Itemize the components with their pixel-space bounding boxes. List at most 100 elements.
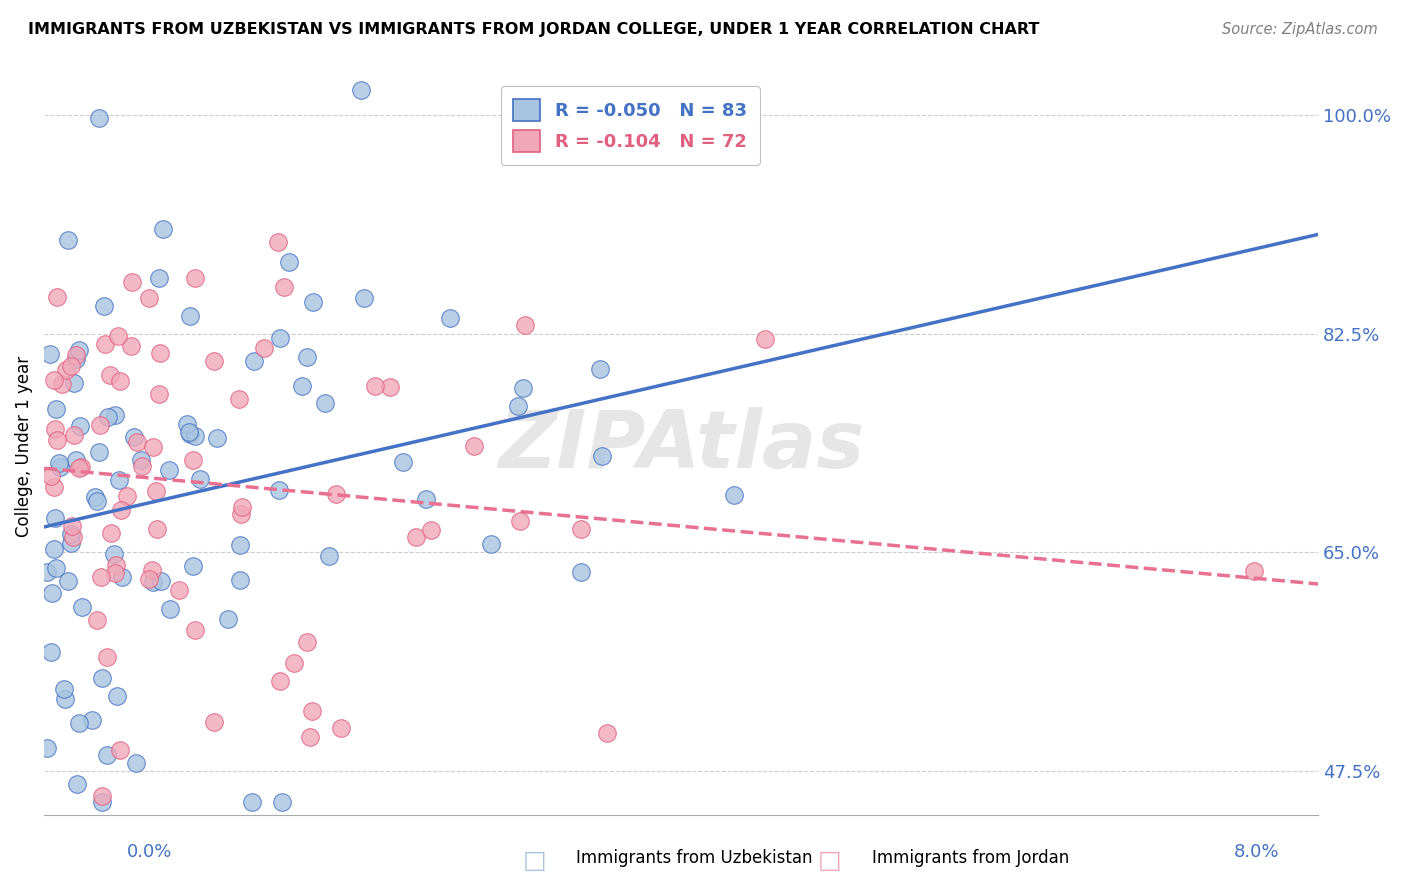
Point bbox=[217, 612, 239, 626]
Point bbox=[152, 222, 174, 236]
Point bbox=[179, 309, 201, 323]
Point bbox=[111, 570, 134, 584]
Point bbox=[86, 494, 108, 508]
Point bbox=[148, 345, 170, 359]
Point bbox=[110, 503, 132, 517]
Point bbox=[295, 635, 318, 649]
Point bbox=[202, 354, 225, 368]
Point bbox=[60, 527, 83, 541]
Point bbox=[55, 363, 77, 377]
Point bbox=[120, 339, 142, 353]
Point bbox=[59, 359, 82, 374]
Point bbox=[228, 538, 250, 552]
Point bbox=[283, 657, 305, 671]
Point bbox=[138, 291, 160, 305]
Point bbox=[754, 333, 776, 347]
Text: □: □ bbox=[818, 849, 841, 872]
Point bbox=[41, 586, 63, 600]
Point bbox=[188, 472, 211, 486]
Point bbox=[104, 408, 127, 422]
Point bbox=[48, 456, 70, 470]
Text: □: □ bbox=[523, 849, 546, 872]
Text: 0.0%: 0.0% bbox=[127, 843, 172, 861]
Point bbox=[479, 537, 502, 551]
Point bbox=[569, 522, 592, 536]
Point bbox=[42, 373, 65, 387]
Point bbox=[269, 673, 291, 688]
Point bbox=[314, 396, 336, 410]
Point bbox=[121, 275, 143, 289]
Point bbox=[91, 795, 114, 809]
Point bbox=[51, 376, 73, 391]
Point bbox=[176, 417, 198, 432]
Point bbox=[122, 430, 145, 444]
Text: Source: ZipAtlas.com: Source: ZipAtlas.com bbox=[1222, 22, 1378, 37]
Point bbox=[45, 401, 67, 416]
Point bbox=[60, 536, 83, 550]
Point bbox=[267, 483, 290, 497]
Point bbox=[415, 492, 437, 507]
Point bbox=[463, 439, 485, 453]
Point bbox=[146, 522, 169, 536]
Point bbox=[45, 560, 67, 574]
Point bbox=[80, 713, 103, 727]
Point bbox=[167, 583, 190, 598]
Point bbox=[127, 434, 149, 449]
Point bbox=[97, 410, 120, 425]
Point bbox=[39, 468, 62, 483]
Point bbox=[98, 368, 121, 383]
Point bbox=[297, 350, 319, 364]
Point bbox=[108, 374, 131, 388]
Point bbox=[159, 601, 181, 615]
Point bbox=[93, 299, 115, 313]
Point bbox=[1243, 564, 1265, 578]
Point bbox=[181, 453, 204, 467]
Point bbox=[405, 530, 427, 544]
Point bbox=[318, 549, 340, 564]
Point bbox=[96, 650, 118, 665]
Point bbox=[70, 460, 93, 475]
Point bbox=[253, 341, 276, 355]
Point bbox=[52, 681, 75, 696]
Point bbox=[65, 352, 87, 367]
Point bbox=[90, 570, 112, 584]
Point bbox=[157, 463, 180, 477]
Point bbox=[439, 311, 461, 326]
Legend: R = -0.050   N = 83, R = -0.104   N = 72: R = -0.050 N = 83, R = -0.104 N = 72 bbox=[501, 87, 759, 165]
Text: IMMIGRANTS FROM UZBEKISTAN VS IMMIGRANTS FROM JORDAN COLLEGE, UNDER 1 YEAR CORRE: IMMIGRANTS FROM UZBEKISTAN VS IMMIGRANTS… bbox=[28, 22, 1039, 37]
Point bbox=[65, 452, 87, 467]
Point bbox=[87, 445, 110, 459]
Point bbox=[49, 460, 72, 475]
Point bbox=[142, 574, 165, 589]
Point bbox=[269, 330, 291, 344]
Point bbox=[138, 572, 160, 586]
Point bbox=[229, 508, 252, 522]
Text: Immigrants from Jordan: Immigrants from Jordan bbox=[872, 849, 1069, 867]
Point bbox=[591, 449, 613, 463]
Point bbox=[45, 290, 67, 304]
Point bbox=[125, 756, 148, 771]
Point bbox=[67, 343, 90, 357]
Point bbox=[86, 613, 108, 627]
Point bbox=[60, 519, 83, 533]
Point bbox=[63, 376, 86, 390]
Point bbox=[179, 427, 201, 442]
Point bbox=[589, 361, 612, 376]
Point bbox=[231, 500, 253, 515]
Point bbox=[96, 747, 118, 762]
Point bbox=[278, 255, 301, 269]
Text: 8.0%: 8.0% bbox=[1234, 843, 1279, 861]
Point bbox=[391, 455, 413, 469]
Point bbox=[723, 488, 745, 502]
Point bbox=[94, 336, 117, 351]
Point bbox=[44, 510, 66, 524]
Point bbox=[228, 392, 250, 406]
Point bbox=[83, 490, 105, 504]
Point bbox=[129, 452, 152, 467]
Point bbox=[100, 525, 122, 540]
Point bbox=[108, 473, 131, 487]
Point bbox=[62, 530, 84, 544]
Point bbox=[46, 433, 69, 447]
Point bbox=[569, 565, 592, 579]
Point bbox=[302, 294, 325, 309]
